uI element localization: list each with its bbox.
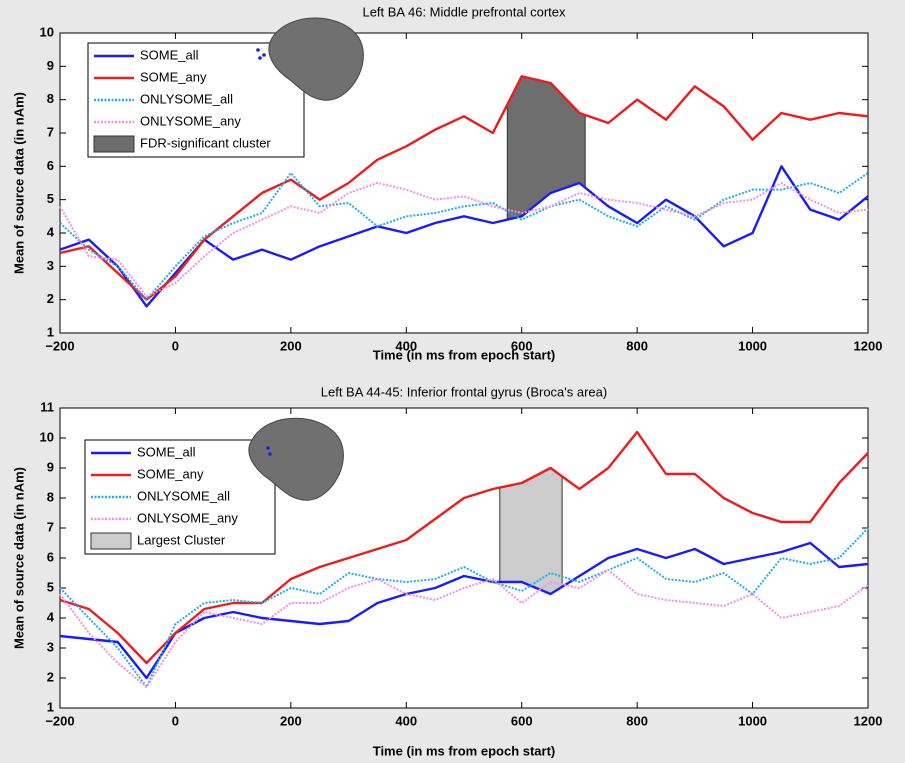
legend-label: SOME_any — [140, 69, 207, 84]
y-tick-label: 4 — [47, 224, 55, 239]
y-tick-label: 7 — [47, 519, 54, 534]
y-tick-label: 9 — [47, 58, 54, 73]
legend-label: ONLYSOME_all — [140, 91, 233, 106]
x-tick-label: 1200 — [854, 713, 883, 728]
x-tick-label: 1000 — [738, 713, 767, 728]
y-tick-label: 8 — [47, 91, 54, 106]
figure: Left BA 46: Middle prefrontal cortex Time… — [0, 0, 905, 763]
y-tick-label: 3 — [47, 639, 54, 654]
page: Left BA 46: Middle prefrontal cortex Time… — [0, 0, 905, 763]
y-axis-label: Mean of source data (in nAm) — [11, 92, 26, 274]
y-tick-label: 1 — [47, 324, 54, 339]
legend-label: SOME_any — [137, 466, 204, 481]
x-tick-label: −200 — [45, 713, 74, 728]
x-tick-label: 200 — [280, 338, 302, 353]
y-tick-label: 2 — [47, 669, 54, 684]
x-tick-label: 0 — [172, 338, 179, 353]
y-tick-label: 6 — [47, 549, 54, 564]
x-tick-label: 200 — [280, 713, 302, 728]
y-tick-label: 9 — [47, 459, 54, 474]
x-tick-label: 600 — [511, 713, 533, 728]
y-tick-label: 3 — [47, 258, 54, 273]
x-tick-label: 1000 — [738, 338, 767, 353]
y-tick-label: 7 — [47, 124, 54, 139]
x-tick-label: 400 — [395, 338, 417, 353]
y-tick-label: 1 — [47, 699, 54, 714]
x-tick-label: 600 — [511, 338, 533, 353]
y-axis-label: Mean of source data (in nAm) — [11, 467, 26, 649]
y-tick-label: 10 — [40, 429, 54, 444]
x-tick-label: 400 — [395, 713, 417, 728]
legend-label: FDR-significant cluster — [140, 135, 271, 150]
y-tick-label: 8 — [47, 489, 54, 504]
y-tick-label: 5 — [47, 579, 54, 594]
x-tick-label: 1200 — [854, 338, 883, 353]
y-tick-label: 10 — [40, 24, 54, 39]
legend-label: ONLYSOME_any — [140, 113, 241, 128]
legend-label: ONLYSOME_all — [137, 488, 230, 503]
x-tick-label: 0 — [172, 713, 179, 728]
legend-label: SOME_all — [140, 47, 199, 62]
y-tick-label: 5 — [47, 191, 54, 206]
cluster-area — [500, 468, 562, 594]
x-tick-label: 800 — [626, 338, 648, 353]
x-axis-label: Time (in ms from epoch start) — [373, 743, 556, 758]
legend-label: Largest Cluster — [137, 532, 226, 547]
legend-swatch — [94, 136, 134, 152]
y-tick-label: 4 — [47, 609, 55, 624]
chart-title: Left BA 46: Middle prefrontal cortex — [362, 4, 566, 19]
legend-label: SOME_all — [137, 444, 196, 459]
x-tick-label: 800 — [626, 713, 648, 728]
y-tick-label: 11 — [40, 399, 54, 414]
legend-label: ONLYSOME_any — [137, 510, 238, 525]
chart-title: Left BA 44-45: Inferior frontal gyrus (B… — [321, 384, 607, 399]
legend-swatch — [91, 533, 131, 549]
y-tick-label: 6 — [47, 158, 54, 173]
x-tick-label: −200 — [45, 338, 74, 353]
y-tick-label: 2 — [47, 291, 54, 306]
